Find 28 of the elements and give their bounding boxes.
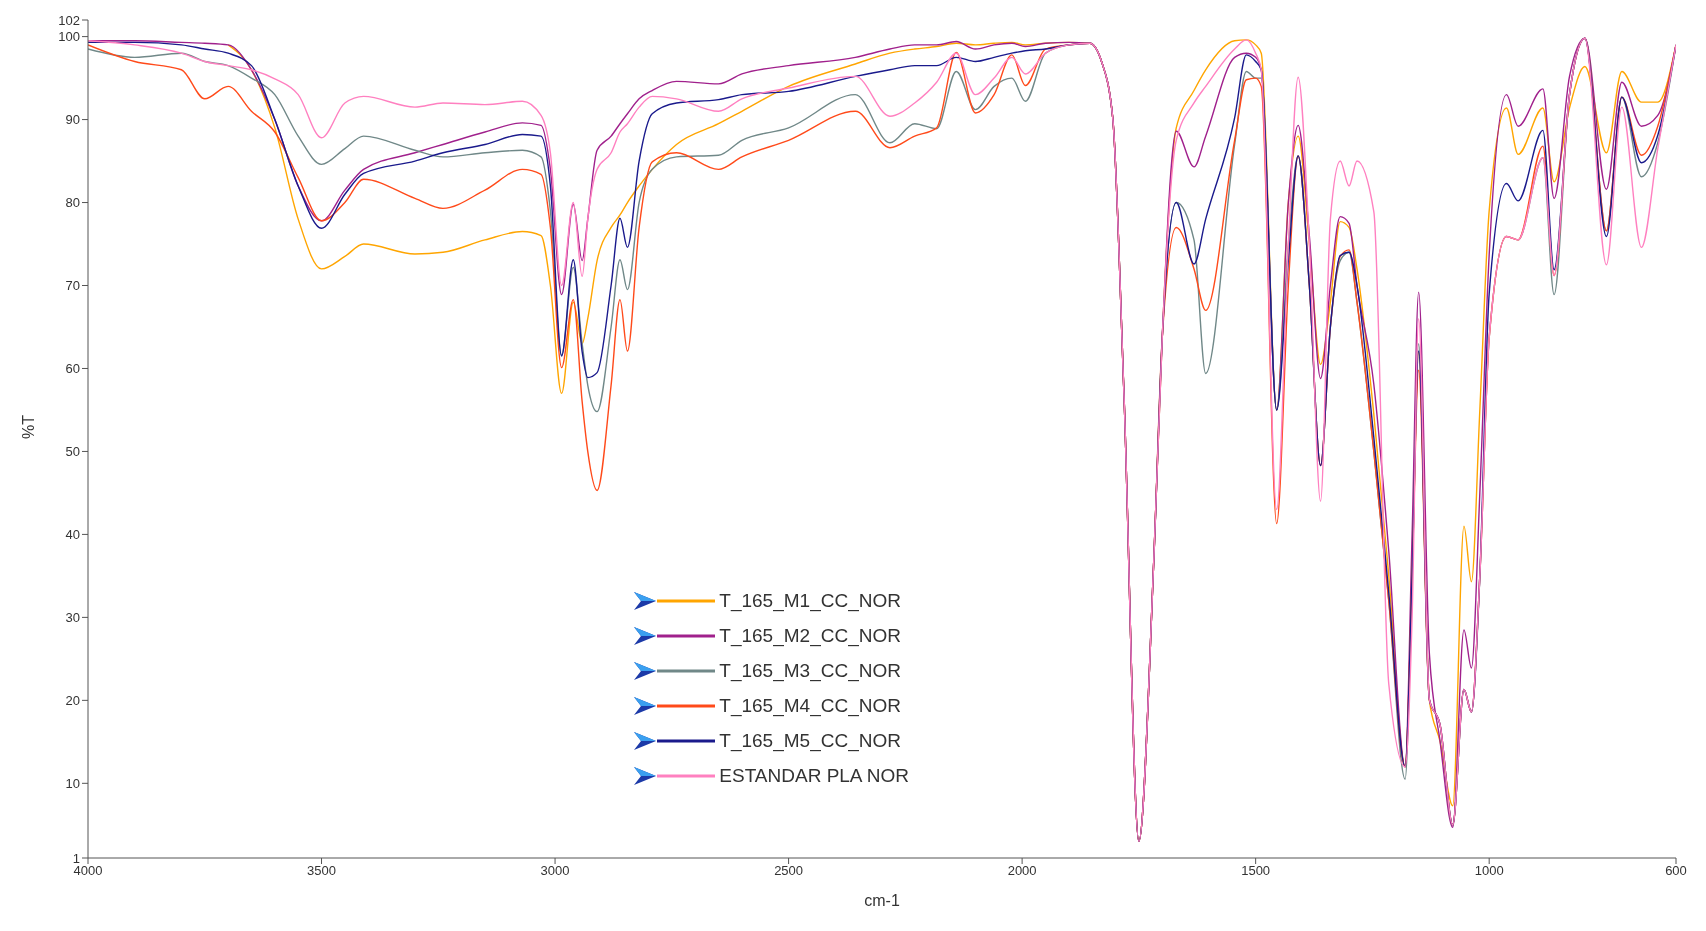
x-tick-label: 1000	[1474, 863, 1504, 879]
y-tick-label: 30	[65, 610, 80, 625]
x-tick-label: 1500	[1241, 863, 1271, 879]
x-tick-label: 600	[1665, 863, 1687, 879]
x-tick-label: 2500	[774, 863, 804, 879]
y-tick-label: 50	[65, 444, 80, 460]
legend-label: T_165_M2_CC_NOR	[719, 624, 901, 647]
y-tick-label: 90	[65, 112, 80, 128]
x-axis-title: cm-1	[864, 892, 900, 909]
x-tick-label: 3000	[540, 863, 570, 879]
legend-label: T_165_M1_CC_NOR	[719, 589, 901, 612]
y-axis-title: %T	[19, 414, 37, 439]
x-tick-label: 4000	[73, 863, 103, 879]
y-tick-label: 20	[65, 692, 80, 708]
y-tick-label: 70	[65, 278, 80, 294]
legend-label: T_165_M4_CC_NOR	[719, 694, 901, 717]
y-tick-label: 80	[65, 195, 80, 211]
x-tick-label: 3500	[307, 863, 336, 879]
legend-label: T_165_M3_CC_NOR	[719, 659, 901, 682]
y-tick-label: 60	[65, 361, 80, 377]
y-tick-label: 100	[58, 29, 80, 45]
y-tick-label: 102	[58, 12, 80, 28]
y-tick-label: 40	[65, 527, 80, 543]
x-tick-label: 2000	[1007, 863, 1037, 879]
legend-label: ESTANDAR PLA NOR	[719, 764, 909, 787]
legend-label: T_165_M5_CC_NOR	[719, 729, 901, 752]
y-tick-label: 1	[72, 850, 80, 866]
y-tick-label: 10	[65, 775, 80, 791]
